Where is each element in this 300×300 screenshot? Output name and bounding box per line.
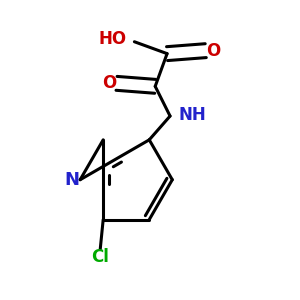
Text: Cl: Cl: [91, 248, 109, 266]
Text: O: O: [206, 42, 220, 60]
Text: O: O: [102, 74, 116, 92]
Text: NH: NH: [179, 106, 207, 124]
Text: HO: HO: [99, 30, 127, 48]
Text: N: N: [64, 171, 79, 189]
